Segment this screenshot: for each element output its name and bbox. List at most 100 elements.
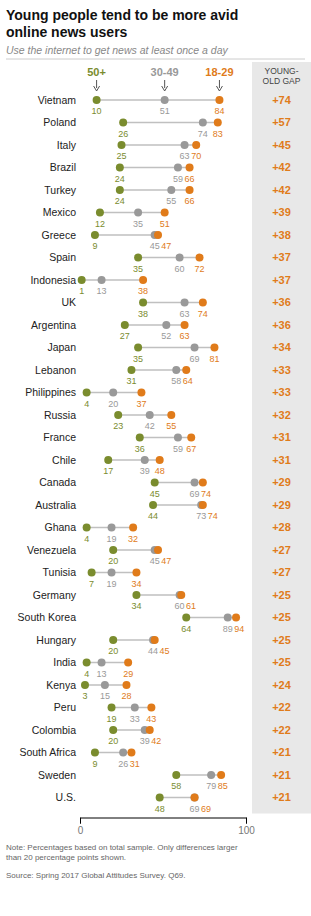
data-label: 48: [155, 466, 165, 476]
dot: [199, 501, 207, 509]
dot: [151, 636, 159, 644]
category-label: Argentina: [31, 319, 76, 331]
category-label: Canada: [39, 476, 76, 488]
data-label: 51: [160, 219, 170, 229]
category-label: Germany: [33, 589, 77, 601]
gap-label: +22: [272, 724, 291, 736]
plot-area: [78, 96, 240, 802]
dot: [199, 479, 207, 487]
category-label: Poland: [43, 116, 76, 128]
dot: [127, 366, 135, 374]
dot: [186, 164, 194, 172]
dot: [78, 276, 86, 284]
series-header: 18-29: [205, 66, 233, 78]
connector: [143, 302, 203, 304]
data-label: 45: [150, 489, 160, 499]
dot: [134, 254, 142, 262]
dot: [109, 726, 117, 734]
x-axis-line: [81, 818, 247, 824]
dot: [114, 411, 122, 419]
gap-label: +37: [272, 274, 291, 286]
category-label: Tunisia: [43, 566, 77, 578]
category-label: Vietnam: [38, 94, 77, 106]
data-label: 43: [146, 714, 156, 724]
dot: [186, 186, 194, 194]
data-label: 47: [161, 556, 171, 566]
header-arrow-head: [94, 86, 100, 91]
dot: [210, 344, 218, 352]
data-label: 67: [186, 444, 196, 454]
dot: [167, 411, 175, 419]
dot: [118, 141, 126, 149]
data-label: 24: [115, 174, 125, 184]
data-label: 83: [213, 129, 223, 139]
gap-label: +28: [272, 521, 291, 533]
connector: [113, 639, 155, 641]
data-label: 42: [145, 421, 155, 431]
dot: [139, 276, 147, 284]
data-label: 1: [79, 286, 84, 296]
gap-label: +36: [272, 296, 291, 308]
data-label: 55: [166, 421, 176, 431]
dot: [172, 771, 180, 779]
data-label: 69: [190, 489, 200, 499]
note: Note: Percentages based on total sample.…: [6, 843, 238, 863]
dot: [109, 636, 117, 644]
gap-label: +25: [272, 589, 291, 601]
dot: [127, 749, 135, 757]
dot: [156, 794, 164, 802]
dot: [131, 704, 139, 712]
dot: [199, 119, 207, 127]
connector: [118, 414, 171, 416]
gap-label: +42: [272, 161, 291, 173]
data-label: 85: [218, 781, 228, 791]
data-label: 3: [82, 691, 87, 701]
dot: [191, 344, 199, 352]
category-label: Philippines: [25, 386, 76, 398]
gap-label: +39: [272, 206, 291, 218]
header-arrow-head: [216, 86, 222, 91]
dot: [181, 299, 189, 307]
data-label: 9: [92, 241, 97, 251]
data-label: 35: [133, 219, 143, 229]
dot: [137, 389, 145, 397]
dot: [136, 434, 144, 442]
x-tick-label: 0: [78, 825, 84, 836]
connector: [125, 324, 185, 326]
data-label: 59: [173, 174, 183, 184]
gap-label: +34: [272, 341, 292, 353]
data-label: 84: [214, 106, 224, 116]
category-label: Sweden: [38, 769, 76, 781]
gap-label: +31: [272, 454, 291, 466]
dot: [187, 434, 195, 442]
data-label: 19: [107, 534, 117, 544]
data-label: 35: [133, 264, 143, 274]
data-label: 69: [190, 354, 200, 364]
data-label: 32: [128, 534, 138, 544]
gap-label: +33: [272, 386, 291, 398]
gap-label: +21: [272, 746, 291, 758]
dot: [192, 141, 200, 149]
data-label: 51: [160, 106, 170, 116]
connector: [97, 99, 220, 101]
gap-label: +24: [272, 679, 292, 691]
dot: [191, 479, 199, 487]
category-label: Russia: [44, 409, 76, 421]
category-label: Australia: [35, 499, 76, 511]
data-label: 27: [120, 331, 130, 341]
note-line: Note: Percentages based on total sample.…: [6, 843, 238, 852]
data-label: 13: [97, 669, 107, 679]
x-axis: 0100: [78, 818, 256, 836]
data-label: 58: [171, 376, 181, 386]
dot: [174, 164, 182, 172]
data-label: 60: [175, 264, 185, 274]
data-label: 73: [196, 511, 206, 521]
x-tick-mark: [246, 818, 247, 824]
dot: [98, 659, 106, 667]
data-label: 10: [92, 106, 102, 116]
gap-column: [252, 62, 311, 814]
category-label: Spain: [49, 251, 76, 263]
data-label: 45: [150, 556, 160, 566]
dot: [172, 366, 180, 374]
dot: [83, 659, 91, 667]
